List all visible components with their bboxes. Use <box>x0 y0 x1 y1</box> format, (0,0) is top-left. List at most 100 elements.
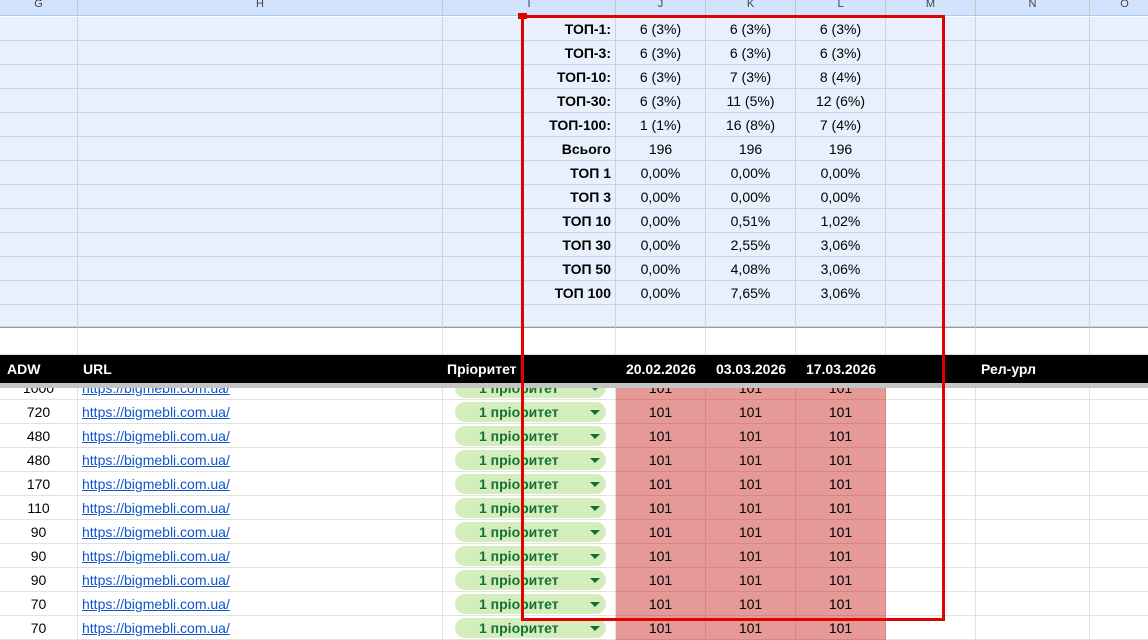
url-link[interactable]: https://bigmebli.com.ua/ <box>78 616 443 640</box>
summary-cell <box>1090 137 1148 161</box>
position-value: 101 <box>706 592 796 616</box>
summary-cell <box>1090 41 1148 65</box>
url-link[interactable]: https://bigmebli.com.ua/ <box>78 424 443 448</box>
adw-value: 90 <box>0 544 78 568</box>
priority-label: 1 пріоритет <box>479 428 559 444</box>
position-value: 101 <box>616 520 706 544</box>
url-link[interactable]: https://bigmebli.com.ua/ <box>78 400 443 424</box>
summary-cell <box>0 281 78 305</box>
column-header-N[interactable]: N <box>976 0 1090 16</box>
priority-dropdown[interactable]: 1 пріоритет <box>455 498 606 518</box>
position-value: 101 <box>706 472 796 496</box>
cell <box>976 472 1090 496</box>
summary-value: 3,06% <box>796 257 886 281</box>
summary-label: ТОП 100 <box>443 281 616 305</box>
summary-value: 16 (8%) <box>706 113 796 137</box>
empty-cell <box>616 327 706 355</box>
summary-value: 0,00% <box>616 233 706 257</box>
priority-dropdown[interactable]: 1 пріоритет <box>455 522 606 542</box>
position-value: 101 <box>706 496 796 520</box>
summary-cell <box>886 185 976 209</box>
adw-value: 170 <box>0 472 78 496</box>
summary-cell <box>1090 257 1148 281</box>
summary-cell <box>1090 89 1148 113</box>
dropdown-arrow-icon[interactable] <box>590 386 600 391</box>
summary-label: ТОП-30: <box>443 89 616 113</box>
summary-cell <box>0 257 78 281</box>
cell <box>886 544 976 568</box>
dropdown-arrow-icon[interactable] <box>590 410 600 415</box>
priority-dropdown[interactable]: 1 пріоритет <box>455 594 606 614</box>
selection-handle[interactable] <box>518 13 527 19</box>
header-date-3: 17.03.2026 <box>805 361 877 377</box>
column-header-J[interactable]: J <box>616 0 706 16</box>
dropdown-arrow-icon[interactable] <box>590 530 600 535</box>
empty-cell <box>78 327 443 355</box>
url-link[interactable]: https://bigmebli.com.ua/ <box>78 520 443 544</box>
priority-dropdown[interactable]: 1 пріоритет <box>455 426 606 446</box>
column-header-I[interactable]: I <box>443 0 616 16</box>
position-value: 101 <box>706 400 796 424</box>
url-link[interactable]: https://bigmebli.com.ua/ <box>78 472 443 496</box>
summary-value: 7,65% <box>706 281 796 305</box>
summary-cell <box>1090 185 1148 209</box>
priority-dropdown[interactable]: 1 пріоритет <box>455 450 606 470</box>
dropdown-arrow-icon[interactable] <box>590 506 600 511</box>
summary-value: 0,00% <box>706 161 796 185</box>
priority-dropdown[interactable]: 1 пріоритет <box>455 546 606 566</box>
column-header-G[interactable]: G <box>0 0 78 16</box>
priority-label: 1 пріоритет <box>479 596 559 612</box>
priority-label: 1 пріоритет <box>479 404 559 420</box>
position-value: 101 <box>616 400 706 424</box>
column-header-M[interactable]: M <box>886 0 976 16</box>
summary-value: 6 (3%) <box>706 17 796 41</box>
summary-cell <box>78 233 443 257</box>
position-value: 101 <box>796 400 886 424</box>
url-link[interactable]: https://bigmebli.com.ua/ <box>78 568 443 592</box>
selection-range[interactable] <box>521 15 945 621</box>
dropdown-arrow-icon[interactable] <box>590 626 600 631</box>
summary-cell <box>886 137 976 161</box>
column-header-L[interactable]: L <box>796 0 886 16</box>
summary-cell <box>0 113 78 137</box>
priority-dropdown[interactable]: 1 пріоритет <box>455 618 606 638</box>
column-header-K[interactable]: K <box>706 0 796 16</box>
cell <box>1090 400 1148 424</box>
url-link[interactable]: https://bigmebli.com.ua/ <box>78 496 443 520</box>
summary-cell <box>78 113 443 137</box>
dropdown-arrow-icon[interactable] <box>590 458 600 463</box>
summary-value: 0,00% <box>616 281 706 305</box>
header-date-2: 03.03.2026 <box>715 361 787 377</box>
column-header-H[interactable]: H <box>78 0 443 16</box>
summary-cell <box>886 89 976 113</box>
summary-cell <box>443 305 616 327</box>
dropdown-arrow-icon[interactable] <box>590 434 600 439</box>
summary-cell <box>0 233 78 257</box>
url-link[interactable]: https://bigmebli.com.ua/ <box>78 592 443 616</box>
frozen-divider[interactable] <box>0 383 1148 388</box>
summary-cell <box>78 305 443 327</box>
header-url: URL <box>83 361 112 377</box>
dropdown-arrow-icon[interactable] <box>590 602 600 607</box>
column-header-O[interactable]: O <box>1090 0 1148 16</box>
summary-cell <box>886 305 976 327</box>
position-value: 101 <box>706 448 796 472</box>
url-link[interactable]: https://bigmebli.com.ua/ <box>78 544 443 568</box>
dropdown-arrow-icon[interactable] <box>590 578 600 583</box>
summary-value: 0,00% <box>616 209 706 233</box>
summary-cell <box>1090 281 1148 305</box>
priority-dropdown[interactable]: 1 пріоритет <box>455 474 606 494</box>
dropdown-arrow-icon[interactable] <box>590 482 600 487</box>
url-link[interactable]: https://bigmebli.com.ua/ <box>78 448 443 472</box>
summary-cell <box>886 65 976 89</box>
priority-dropdown[interactable]: 1 пріоритет <box>455 402 606 422</box>
summary-cell <box>976 17 1090 41</box>
priority-dropdown[interactable]: 1 пріоритет <box>455 570 606 590</box>
summary-value: 0,51% <box>706 209 796 233</box>
summary-cell <box>1090 305 1148 327</box>
adw-value: 480 <box>0 448 78 472</box>
empty-cell <box>706 327 796 355</box>
cell <box>886 496 976 520</box>
dropdown-arrow-icon[interactable] <box>590 554 600 559</box>
summary-label: ТОП-3: <box>443 41 616 65</box>
